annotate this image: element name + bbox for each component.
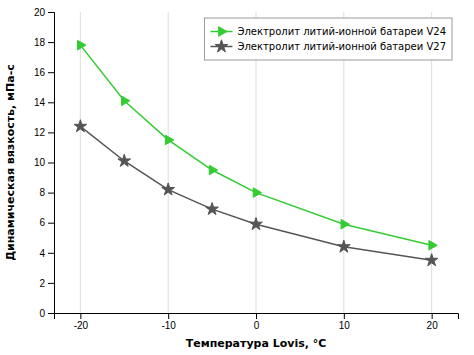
legend-label: Электролит литий-ионной батареи V27 — [237, 41, 446, 52]
series-line — [80, 126, 431, 260]
tick-label: 18 — [34, 37, 46, 48]
legend-item: Электролит литий-ионной батареи V27 — [210, 40, 446, 52]
tick-mark — [48, 193, 54, 194]
tick-mark — [432, 313, 433, 319]
x-axis-title: Температура Lovis, °C — [186, 337, 327, 350]
tick-mark — [48, 72, 54, 73]
tick: 16 — [34, 67, 54, 78]
point — [341, 219, 349, 229]
tick-mark — [48, 132, 54, 133]
legend: Электролит литий-ионной батареи V24 Элект… — [204, 18, 452, 60]
tick: 6 — [39, 217, 54, 228]
tick-mark — [48, 223, 54, 224]
point — [121, 96, 129, 106]
legend-label: Электролит литий-ионной батареи V24 — [237, 26, 446, 37]
point — [209, 165, 217, 175]
point — [165, 135, 173, 145]
grid-line — [80, 12, 81, 313]
tick: 10 — [339, 313, 351, 331]
plot: -20 -10 0 10 20 0 2 4 6 8 10 12 14 16 18 20 Электролит л… — [34, 7, 459, 331]
tick-label: 0 — [39, 308, 45, 319]
tick-label: 10 — [34, 157, 46, 168]
tick: 20 — [427, 313, 439, 331]
tick-label: 20 — [427, 320, 439, 331]
tick-label: 2 — [39, 278, 45, 289]
axis-line — [48, 13, 55, 314]
tick-mark — [48, 253, 54, 254]
tick-label: 12 — [34, 127, 46, 138]
legend-marker — [219, 27, 227, 37]
tick: 12 — [34, 127, 54, 138]
legend-box — [204, 18, 452, 60]
tick-label: 20 — [34, 7, 46, 18]
axis-line — [55, 314, 459, 320]
tick-label: -10 — [161, 320, 176, 331]
tick-label: 14 — [34, 97, 46, 108]
point — [429, 240, 437, 250]
x-axis: -20 -10 0 10 20 — [55, 313, 459, 331]
grid-line — [168, 12, 169, 313]
point — [250, 218, 263, 230]
tick-label: 6 — [39, 217, 45, 228]
legend-item: Электролит литий-ионной батареи V24 — [210, 26, 446, 37]
tick-mark — [48, 283, 54, 284]
tick-mark — [168, 313, 169, 319]
tick: 0 — [39, 308, 54, 319]
tick-mark — [48, 313, 54, 314]
tick-mark — [48, 102, 54, 103]
tick-label: -20 — [74, 320, 89, 331]
legend-marker — [215, 40, 228, 52]
tick: -20 — [74, 313, 89, 331]
tick: 20 — [34, 7, 54, 18]
tick-label: 0 — [254, 320, 260, 331]
tick: 18 — [34, 37, 54, 48]
tick: 14 — [34, 97, 54, 108]
tick-label: 4 — [39, 248, 45, 259]
tick: 0 — [254, 313, 260, 331]
point — [337, 240, 350, 252]
point — [253, 188, 261, 198]
tick-mark — [256, 313, 257, 319]
point — [206, 202, 219, 214]
tick: 2 — [39, 278, 54, 289]
point — [118, 154, 131, 166]
series-line — [80, 45, 431, 245]
tick: -10 — [161, 313, 176, 331]
tick: 8 — [39, 187, 54, 198]
point — [74, 120, 87, 132]
tick: 10 — [34, 157, 54, 168]
tick-mark — [80, 313, 81, 319]
series-group — [74, 40, 438, 265]
tick-mark — [344, 313, 345, 319]
tick: 4 — [39, 248, 54, 259]
point — [78, 40, 86, 50]
tick-mark — [48, 42, 54, 43]
tick-label: 16 — [34, 67, 46, 78]
point — [425, 254, 438, 266]
tick-label: 8 — [39, 187, 45, 198]
y-axis-title: Динамическая вязкость, мПа-с — [4, 64, 17, 261]
chart: -20 -10 0 10 20 0 2 4 6 8 10 12 14 16 18 20 Электролит л… — [0, 0, 474, 355]
tick-mark — [48, 163, 54, 164]
y-axis: 0 2 4 6 8 10 12 14 16 18 20 — [34, 7, 55, 319]
tick-mark — [48, 12, 54, 13]
point — [162, 183, 175, 195]
tick-label: 10 — [339, 320, 351, 331]
